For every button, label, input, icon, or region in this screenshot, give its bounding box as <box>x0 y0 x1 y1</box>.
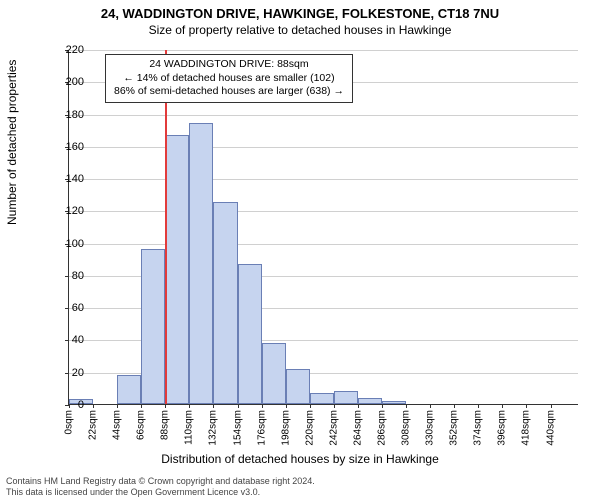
reference-line <box>165 50 167 404</box>
gridline <box>69 50 578 51</box>
xtick-mark <box>551 404 552 408</box>
xtick-mark <box>117 404 118 408</box>
xtick-label: 176sqm <box>256 410 267 446</box>
xtick-label: 374sqm <box>473 410 484 446</box>
annotation-line: 86% of semi-detached houses are larger (… <box>114 85 344 99</box>
histogram-bar <box>262 343 286 404</box>
xtick-mark <box>502 404 503 408</box>
xtick-label: 308sqm <box>401 410 412 446</box>
chart-area: 0sqm22sqm44sqm66sqm88sqm110sqm132sqm154s… <box>68 50 578 405</box>
xtick-mark <box>406 404 407 408</box>
xtick-label: 220sqm <box>304 410 315 446</box>
x-axis-label: Distribution of detached houses by size … <box>0 452 600 466</box>
histogram-bar <box>382 401 406 404</box>
ytick-label: 200 <box>50 76 84 88</box>
xtick-label: 198sqm <box>280 410 291 446</box>
xtick-label: 396sqm <box>497 410 508 446</box>
xtick-label: 418sqm <box>521 410 532 446</box>
ytick-label: 160 <box>50 141 84 153</box>
ytick-label: 80 <box>50 270 84 282</box>
xtick-mark <box>93 404 94 408</box>
xtick-mark <box>262 404 263 408</box>
histogram-bar <box>334 391 358 404</box>
xtick-mark <box>358 404 359 408</box>
ytick-label: 0 <box>50 399 84 411</box>
histogram-bar <box>189 123 213 404</box>
annotation-line: 24 WADDINGTON DRIVE: 88sqm <box>114 58 344 72</box>
xtick-label: 330sqm <box>425 410 436 446</box>
xtick-mark <box>526 404 527 408</box>
xtick-label: 22sqm <box>88 410 99 440</box>
xtick-mark <box>213 404 214 408</box>
footer-line1: Contains HM Land Registry data © Crown c… <box>6 476 315 487</box>
ytick-label: 220 <box>50 44 84 56</box>
xtick-label: 88sqm <box>160 410 171 440</box>
xtick-mark <box>286 404 287 408</box>
histogram-bar <box>310 393 334 404</box>
histogram-bar <box>358 398 382 404</box>
xtick-mark <box>454 404 455 408</box>
gridline <box>69 147 578 148</box>
xtick-label: 110sqm <box>184 410 195 445</box>
y-axis-label: Number of detached properties <box>5 60 19 225</box>
annotation-line: ← 14% of detached houses are smaller (10… <box>114 72 344 86</box>
gridline <box>69 211 578 212</box>
histogram-bar <box>165 135 189 404</box>
xtick-label: 154sqm <box>232 410 243 446</box>
xtick-mark <box>165 404 166 408</box>
xtick-label: 440sqm <box>545 410 556 446</box>
gridline <box>69 244 578 245</box>
histogram-bar <box>238 264 262 404</box>
xtick-label: 264sqm <box>352 410 363 446</box>
xtick-mark <box>382 404 383 408</box>
xtick-label: 132sqm <box>208 410 219 446</box>
plot-region: 0sqm22sqm44sqm66sqm88sqm110sqm132sqm154s… <box>68 50 578 405</box>
xtick-mark <box>310 404 311 408</box>
ytick-label: 100 <box>50 238 84 250</box>
xtick-label: 44sqm <box>112 410 123 440</box>
ytick-label: 40 <box>50 334 84 346</box>
ytick-label: 120 <box>50 205 84 217</box>
histogram-bar <box>117 375 141 404</box>
xtick-mark <box>430 404 431 408</box>
footer-line2: This data is licensed under the Open Gov… <box>6 487 315 498</box>
title-main: 24, WADDINGTON DRIVE, HAWKINGE, FOLKESTO… <box>0 0 600 21</box>
xtick-mark <box>141 404 142 408</box>
title-sub: Size of property relative to detached ho… <box>0 21 600 37</box>
histogram-bar <box>141 249 165 404</box>
ytick-label: 180 <box>50 109 84 121</box>
histogram-bar <box>213 202 237 404</box>
histogram-bar <box>286 369 310 405</box>
xtick-label: 242sqm <box>328 410 339 446</box>
ytick-label: 60 <box>50 302 84 314</box>
xtick-label: 352sqm <box>449 410 460 446</box>
xtick-label: 66sqm <box>136 410 147 440</box>
xtick-mark <box>189 404 190 408</box>
xtick-mark <box>478 404 479 408</box>
gridline <box>69 115 578 116</box>
annotation-box: 24 WADDINGTON DRIVE: 88sqm← 14% of detac… <box>105 54 353 103</box>
ytick-label: 140 <box>50 173 84 185</box>
gridline <box>69 179 578 180</box>
xtick-mark <box>238 404 239 408</box>
xtick-label: 0sqm <box>64 410 75 434</box>
ytick-label: 20 <box>50 367 84 379</box>
footer-attribution: Contains HM Land Registry data © Crown c… <box>6 476 315 498</box>
xtick-label: 286sqm <box>377 410 388 446</box>
xtick-mark <box>334 404 335 408</box>
